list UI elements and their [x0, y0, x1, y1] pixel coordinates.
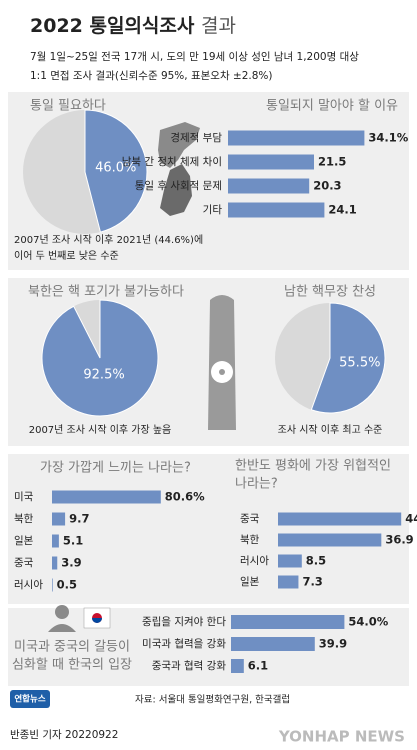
value-label: 7.3: [302, 575, 322, 589]
subtitle: 7월 1일~25일 전국 17개 시, 도의 만 19세 이상 성인 남녀 1,…: [30, 50, 359, 63]
value-label: 0.5: [57, 578, 77, 592]
value-label: 39.9: [319, 637, 347, 651]
chart-title: 심화할 때 한국의 입장: [12, 658, 132, 673]
map-north: [158, 122, 200, 168]
value-label: 34.1%: [368, 131, 408, 145]
value-label: 21.5: [318, 155, 346, 169]
category-label: 중국: [14, 557, 34, 569]
bar: [231, 659, 244, 673]
bar: [231, 615, 345, 629]
category-label: 러시아: [14, 579, 43, 591]
person-icon: [48, 605, 111, 632]
category-label: 미국: [14, 491, 34, 503]
bar: [52, 578, 53, 592]
value-label: 20.3: [313, 179, 341, 193]
pie-slice: [84, 109, 148, 233]
value-label: 46.0%: [95, 161, 136, 176]
byline: 반종빈 기자 20220922: [10, 729, 118, 741]
title-suffix: 결과: [201, 15, 236, 37]
bar: [228, 202, 325, 218]
value-label: 5.1: [63, 534, 83, 548]
category-label: 러시아: [240, 555, 269, 567]
note: 이어 두 번째로 낮은 수준: [14, 250, 119, 262]
value-label: 6.1: [248, 659, 268, 673]
logo: 연합뉴스: [14, 694, 45, 705]
value-label: 3.9: [61, 556, 81, 570]
chart-title: 통일되지 말아야 할 이유: [266, 99, 398, 114]
value-label: 24.1: [328, 203, 356, 217]
value-label: 55.5%: [339, 356, 380, 371]
pie-slice: [310, 302, 386, 414]
category-label: 북한: [14, 513, 34, 525]
chart-title: 한반도 평화에 가장 위협적인: [235, 459, 391, 474]
chart-title: 나라는?: [235, 477, 278, 492]
bar: [52, 534, 59, 548]
chart-title: 북한은 핵 포기가 불가능하다: [28, 285, 184, 300]
value-label: 92.5%: [83, 367, 124, 382]
value-label: 54.0%: [348, 615, 388, 629]
chart-title: 가장 가깝게 느끼는 나라는?: [40, 461, 191, 476]
category-label: 기타: [203, 204, 223, 216]
category-label: 일본: [14, 534, 34, 547]
note: 조사 시작 이후 최고 수준: [278, 424, 383, 436]
category-label: 통일 후 사회적 문제: [135, 179, 222, 192]
value-label: 80.6%: [165, 490, 205, 504]
source: 자료: 서울대 통일평화연구원, 한국갤럽: [135, 694, 290, 706]
chart-title: 남한 핵무장 찬성: [284, 285, 376, 300]
bar: [228, 178, 310, 194]
category-label: 미국과 협력을 강화: [142, 637, 226, 650]
category-label: 중립을 지켜야 한다: [142, 615, 226, 628]
category-label: 경제적 부담: [170, 131, 222, 144]
category-label: 북한: [240, 534, 260, 546]
bar: [278, 575, 299, 589]
bar: [52, 512, 66, 526]
subtitle: 1:1 면접 조사 결과(신뢰수준 95%, 표본오차 ±2.8%): [30, 70, 273, 82]
watermark: YONHAP NEWS: [278, 728, 405, 746]
bar: [231, 637, 315, 651]
bar: [278, 512, 402, 526]
category-label: 일본: [240, 575, 260, 588]
bar: [52, 490, 161, 504]
missile: [208, 295, 236, 430]
note: 2007년 조사 시작 이후 2021년 (44.6%)에: [14, 234, 203, 246]
category-label: 중국과 협력 강화: [152, 659, 227, 672]
map-south: [160, 164, 192, 216]
pie-slice: [41, 299, 159, 417]
bar: [52, 556, 58, 570]
panel: [8, 454, 409, 604]
logo-box: [10, 690, 50, 708]
value-label: 8.5: [306, 554, 326, 568]
value-label: 9.7: [69, 512, 89, 526]
value-label: 36.9: [385, 533, 413, 547]
chart-title: 미국과 중국의 갈등이: [14, 640, 130, 655]
bar: [228, 130, 365, 146]
value-label: 44%: [405, 512, 417, 526]
category-label: 중국: [240, 513, 260, 525]
bar: [278, 533, 382, 547]
title-main: 2022 통일의식조사: [30, 15, 195, 37]
bar: [278, 554, 302, 568]
note: 2007년 조사 시작 이후 가장 높음: [29, 424, 172, 436]
bar: [228, 154, 314, 170]
title: 2022 통일의식조사 결과: [30, 15, 236, 37]
category-label: 남북 간 정치 체제 차이: [122, 156, 222, 168]
